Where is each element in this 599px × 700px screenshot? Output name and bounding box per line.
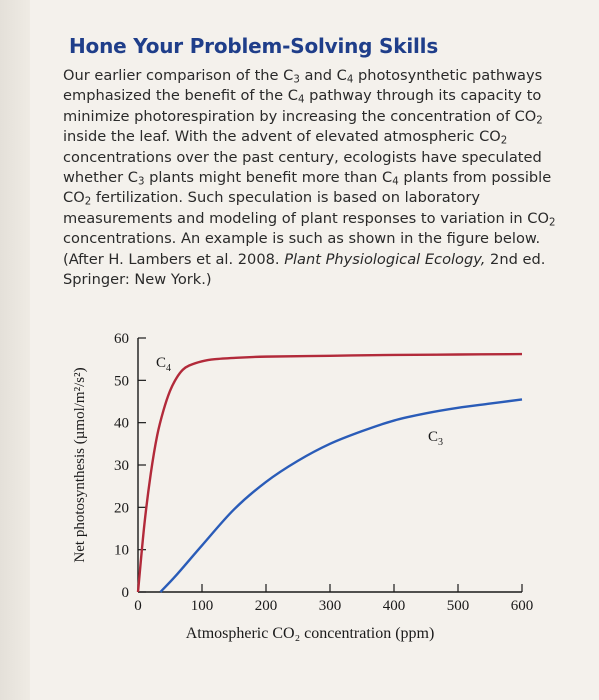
paragraph-segment: 3 [293, 74, 300, 86]
x-tick-label: 600 [511, 598, 534, 614]
paragraph-segment: concentrations. An example is such as sh… [63, 230, 541, 268]
page-title: Hone Your Problem-Solving Skills [69, 34, 439, 58]
paragraph-segment: inside the leaf. With the advent of elev… [63, 128, 501, 146]
paragraph-segment: and C [299, 67, 347, 84]
paragraph-segment: Our earlier comparison of the C [63, 67, 294, 84]
y-tick-label: 50 [114, 373, 129, 389]
paragraph-segment: photosynthetic pathways emphasized the b… [63, 67, 543, 105]
paragraph-segment: 2 [536, 115, 543, 127]
paragraph-segment: plants from possible CO [63, 169, 552, 207]
x-axis-label: Atmospheric CO₂ concentration (ppm) [186, 625, 435, 642]
y-axis-label: Net photosynthesis (µmol/m²/s²) [72, 367, 88, 562]
x-tick-label: 0 [134, 598, 142, 614]
x-tick-label: 200 [255, 598, 278, 614]
book-page [30, 0, 599, 700]
series-label-c4: C4 [156, 355, 171, 374]
y-tick-label: 60 [114, 331, 129, 347]
paragraph-segment: pathway through its capacity to minimize… [63, 87, 542, 125]
x-tick-label: 100 [191, 598, 214, 614]
x-tick-label: 500 [447, 598, 470, 614]
paragraph-segment: Plant Physiological Ecology, [284, 250, 486, 268]
series-line-c4 [136, 352, 523, 593]
y-tick-label: 0 [122, 585, 130, 601]
x-tick-label: 300 [319, 598, 342, 614]
paragraph-segment: 4 [346, 74, 354, 86]
paragraph-segment: 2 [548, 217, 556, 229]
series-label-c3: C3 [428, 429, 443, 448]
paragraph-segment: fertilization. Such speculation is based… [63, 189, 549, 227]
paragraph-segment: 3 [137, 176, 145, 188]
y-tick-label: 20 [114, 500, 129, 516]
y-tick-label: 10 [114, 543, 129, 559]
series-line-c3 [159, 398, 523, 593]
body-paragraph: Our earlier comparison of the C3 and C4 … [63, 66, 573, 290]
paragraph-segment: plants might benefit more than C [144, 169, 393, 187]
paragraph-segment: 4 [392, 176, 399, 188]
x-tick-label: 400 [383, 598, 406, 614]
paragraph-segment: 2 [500, 135, 508, 147]
paragraph-segment: concentrations over the past century, ec… [63, 148, 542, 187]
y-tick-label: 40 [114, 416, 129, 432]
book-spine-shadow [0, 0, 30, 700]
paragraph-segment: 4 [297, 94, 305, 106]
paragraph-segment: 2nd ed. Springer: New York.) [63, 250, 546, 289]
y-tick-label: 30 [114, 458, 129, 474]
paragraph-segment: 2 [84, 196, 92, 208]
